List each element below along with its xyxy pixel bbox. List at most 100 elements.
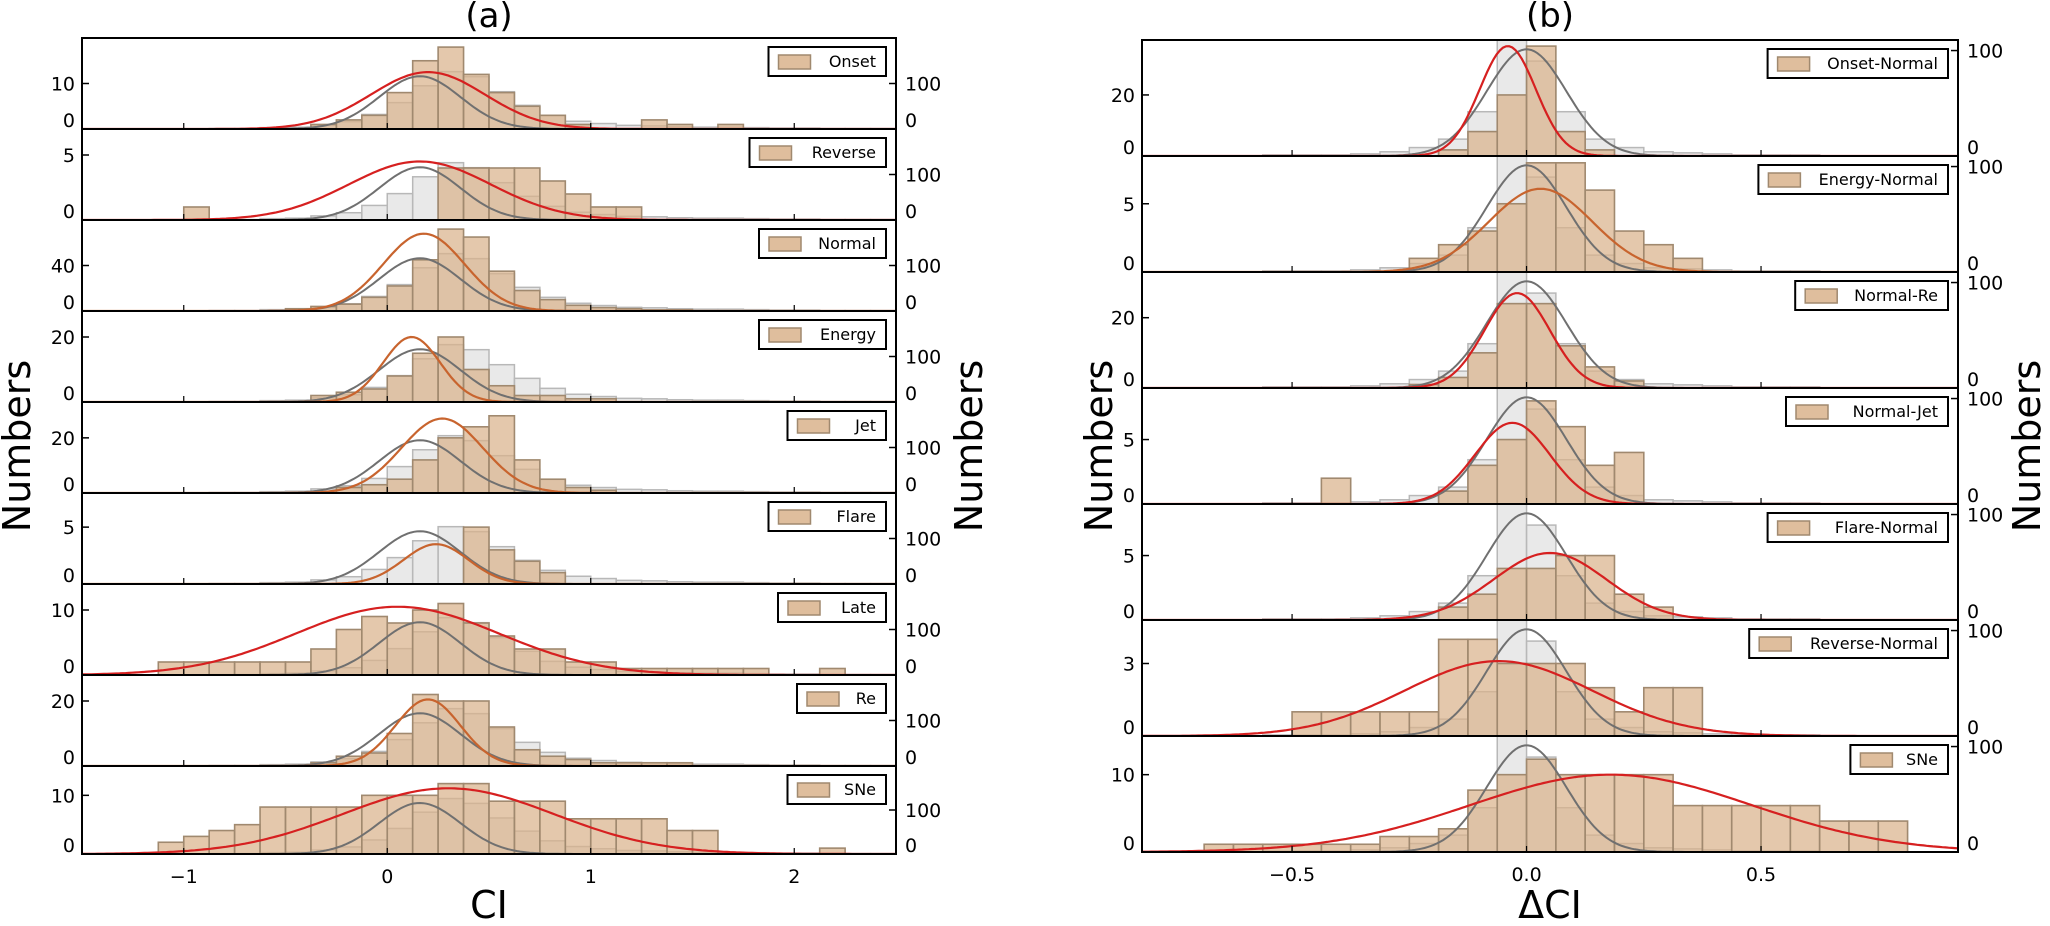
legend-swatch xyxy=(1795,404,1829,420)
chart-title: (a) xyxy=(465,0,512,36)
reference-bar xyxy=(564,575,592,584)
reference-bar xyxy=(437,525,465,584)
histogram-bar xyxy=(1642,773,1674,852)
xtick-label: 2 xyxy=(788,866,800,888)
ytick-label: 0 xyxy=(63,474,75,496)
histogram-bar xyxy=(640,119,668,129)
legend-swatch xyxy=(768,327,802,343)
panel-normal-re: 0 20 0 100 Normal-Re xyxy=(1111,271,2003,391)
histogram-bar xyxy=(437,602,465,675)
histogram-bar xyxy=(361,114,389,129)
ytick-label: 0 xyxy=(1123,833,1135,855)
reference-fit-curve xyxy=(82,439,896,493)
histogram-bar xyxy=(1467,352,1499,388)
histogram-bar xyxy=(1496,94,1528,156)
ytick-right-label: 0 xyxy=(905,835,917,857)
histogram-bar xyxy=(1496,302,1528,388)
reference-fit-curve xyxy=(82,348,896,402)
xtick-label: −0.5 xyxy=(1269,864,1315,886)
reference-fit-curve xyxy=(1142,628,1958,736)
legend-swatch xyxy=(1758,636,1792,652)
reference-fit-curve xyxy=(1142,280,1958,388)
ytick-right-label: 0 xyxy=(1967,137,1979,159)
reference-fit-curve xyxy=(1142,512,1958,620)
legend: Energy xyxy=(758,319,887,350)
legend-swatch xyxy=(1804,288,1838,304)
legend-swatch xyxy=(777,509,812,525)
histogram-bar xyxy=(513,648,541,675)
ytick-label: 5 xyxy=(63,517,75,539)
chart-b: 0200100Onset-Normal050100Energy-Normal02… xyxy=(1077,0,2049,926)
ytick-right-label: 0 xyxy=(905,383,917,405)
y-axis-label: Numbers xyxy=(0,360,39,532)
ytick-label: 10 xyxy=(51,74,75,96)
legend: Onset xyxy=(767,46,887,77)
reference-bar xyxy=(335,211,363,220)
ytick-label: 0 xyxy=(63,201,75,223)
histogram-bar xyxy=(1525,758,1557,852)
legend: Re xyxy=(796,683,887,714)
reference-fit-curve xyxy=(82,801,896,854)
ytick-label: 5 xyxy=(1123,430,1135,452)
ytick-right-label: 100 xyxy=(905,800,941,822)
histogram-bar xyxy=(462,526,490,584)
histogram-bar xyxy=(386,375,414,402)
histogram-bar xyxy=(666,829,694,854)
fit-curve xyxy=(82,698,896,766)
panel-plot-area xyxy=(1142,156,1958,272)
panel-plot-area xyxy=(82,693,896,766)
reference-fit-curve xyxy=(1142,164,1958,272)
legend-swatch xyxy=(758,145,793,161)
ytick-label: 40 xyxy=(51,256,75,278)
ytick-right-label: 100 xyxy=(1967,389,2003,411)
legend-swatch xyxy=(1776,56,1811,72)
ytick-label: 0 xyxy=(63,835,75,857)
histogram-bar xyxy=(1467,638,1499,736)
histogram-bar xyxy=(233,661,261,675)
histogram-bar xyxy=(361,483,389,493)
histogram-bar xyxy=(259,806,287,854)
histogram-bar xyxy=(462,426,490,493)
ytick-right-label: 100 xyxy=(905,529,941,551)
ytick-label: 0 xyxy=(1123,485,1135,507)
ytick-label: 0 xyxy=(63,383,75,405)
ytick-label: 5 xyxy=(1123,194,1135,216)
panel-plot-area xyxy=(1142,388,1958,504)
ytick-label: 10 xyxy=(51,600,75,622)
histogram-bar xyxy=(1320,843,1352,852)
ytick-label: 5 xyxy=(63,145,75,167)
histogram-bar xyxy=(1525,400,1557,504)
histogram-bar xyxy=(437,167,465,220)
panel-plot-area xyxy=(82,335,896,402)
histogram-bar xyxy=(488,635,516,675)
legend-label: Normal xyxy=(818,234,876,253)
histogram-bar xyxy=(1379,835,1411,852)
histogram-bar xyxy=(488,384,516,402)
ytick-right-label: 0 xyxy=(1967,717,1979,739)
panel-plot-area xyxy=(82,160,896,220)
histogram-bar xyxy=(462,236,490,311)
histogram-bar xyxy=(564,817,592,854)
histogram-bar xyxy=(1467,593,1499,620)
ytick-label: 5 xyxy=(1123,546,1135,568)
y-axis-label: Numbers xyxy=(1077,360,1121,532)
reference-fit-curve xyxy=(82,530,896,584)
ytick-right-label: 0 xyxy=(905,747,917,769)
histogram-bar xyxy=(233,823,261,854)
ytick-right-label: 0 xyxy=(1967,485,1979,507)
histogram-bar xyxy=(335,303,363,311)
legend-swatch xyxy=(768,236,802,252)
reference-bar xyxy=(386,192,414,220)
histogram-bar xyxy=(513,167,541,220)
histogram-bar xyxy=(1584,686,1616,736)
panel-plot-area xyxy=(82,525,896,584)
ytick-right-label: 0 xyxy=(905,565,917,587)
panel-jet: 0 20 0 100 Jet xyxy=(51,401,941,496)
legend-label: Energy-Normal xyxy=(1819,170,1938,189)
legend: Normal-Re xyxy=(1794,280,1949,311)
histogram-bar xyxy=(411,59,439,129)
ytick-label: 0 xyxy=(1123,717,1135,739)
chart-a: 0100100Onset050100Reverse0400100Normal02… xyxy=(0,0,991,926)
